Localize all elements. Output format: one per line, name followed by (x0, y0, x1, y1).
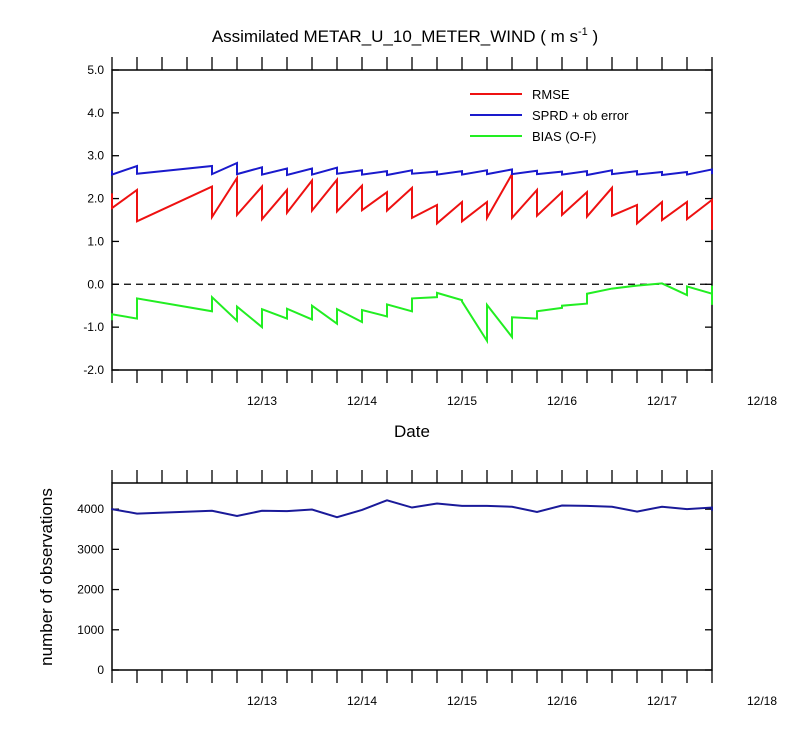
bottom-y-axis: 0 1000 2000 3000 4000 (77, 502, 712, 677)
top-y-tick-label: 5.0 (87, 63, 104, 77)
bottom-x-tick-label: 12/17 (647, 694, 677, 708)
top-y-axis: -2.0 -1.0 0.0 1.0 2.0 3.0 4.0 5.0 (83, 63, 712, 377)
top-x-tick-label: 12/18 (747, 394, 777, 408)
top-y-tick-label: 2.0 (87, 192, 104, 206)
top-x-tick-label: 12/17 (647, 394, 677, 408)
bottom-y-tick-label: 3000 (77, 542, 104, 556)
top-x-axis: 12/13 12/14 12/15 12/16 12/17 12/18 (111, 57, 777, 408)
bottom-y-tick-label: 4000 (77, 502, 104, 516)
top-y-tick-label: -2.0 (83, 363, 104, 377)
bottom-x-tick-label: 12/18 (747, 694, 777, 708)
top-x-tick-label: 12/16 (547, 394, 577, 408)
bottom-y-tick-label: 0 (97, 663, 104, 677)
top-y-tick-label: 3.0 (87, 149, 104, 163)
top-chart: Assimilated METAR_U_10_METER_WIND ( m s-… (83, 26, 777, 441)
y-axis-title: number of observations (37, 488, 56, 666)
top-y-tick-label: -1.0 (83, 320, 104, 334)
bottom-x-axis: 12/13 12/14 12/15 12/16 12/17 12/18 (111, 470, 777, 708)
bottom-x-tick-label: 12/14 (347, 694, 377, 708)
legend-label: SPRD + ob error (532, 108, 629, 123)
bottom-x-tick-label: 12/15 (447, 694, 477, 708)
bottom-series (111, 499, 713, 519)
bottom-series-possible-obs (111, 499, 713, 519)
bottom-y-tick-label: 2000 (77, 583, 104, 597)
top-y-tick-label: 1.0 (87, 234, 104, 248)
x-axis-title: Date (394, 422, 430, 441)
chart-title: Assimilated METAR_U_10_METER_WIND ( m s-… (212, 26, 598, 46)
legend: RMSE SPRD + ob error BIAS (O-F) (470, 87, 629, 144)
top-x-tick-label: 12/14 (347, 394, 377, 408)
bottom-y-tick-label: 1000 (77, 623, 104, 637)
top-series (111, 161, 713, 345)
top-series-sprd-ob-error (111, 161, 713, 177)
top-x-tick-label: 12/15 (447, 394, 477, 408)
top-series-rmse (111, 170, 713, 230)
top-y-tick-label: 4.0 (87, 106, 104, 120)
legend-label: RMSE (532, 87, 570, 102)
top-series-bias-o-f (111, 282, 713, 345)
legend-label: BIAS (O-F) (532, 129, 596, 144)
bottom-x-tick-label: 12/16 (547, 694, 577, 708)
bottom-x-tick-label: 12/13 (247, 694, 277, 708)
top-x-tick-label: 12/13 (247, 394, 277, 408)
top-y-tick-label: 0.0 (87, 277, 104, 291)
